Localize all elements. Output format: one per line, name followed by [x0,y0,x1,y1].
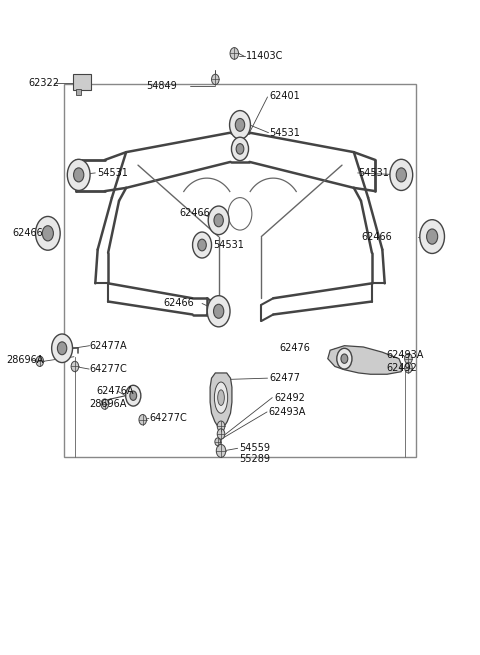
Circle shape [36,356,44,366]
Circle shape [73,168,84,182]
Polygon shape [210,373,232,428]
Circle shape [130,391,137,400]
Text: 54531: 54531 [213,240,244,250]
FancyBboxPatch shape [73,74,91,90]
Text: 62322: 62322 [29,79,60,88]
Circle shape [208,206,229,234]
Circle shape [235,119,245,131]
Circle shape [198,239,206,251]
Circle shape [58,342,67,355]
Circle shape [341,354,348,364]
Text: 62401: 62401 [269,91,300,102]
Circle shape [42,226,53,241]
Circle shape [405,354,412,364]
Ellipse shape [215,382,228,413]
Text: 54559: 54559 [239,443,270,453]
Circle shape [71,362,79,371]
Text: 64277C: 64277C [149,413,187,423]
Text: 62476: 62476 [279,343,310,353]
Text: 62493A: 62493A [268,407,306,417]
Circle shape [126,385,141,406]
Circle shape [212,74,219,84]
Bar [76,88,81,95]
Circle shape [217,421,225,432]
Circle shape [337,348,352,369]
Circle shape [229,111,251,139]
Text: 62466: 62466 [163,299,194,309]
Circle shape [36,216,60,250]
Text: 62466: 62466 [361,232,392,242]
Circle shape [207,295,230,327]
Circle shape [67,159,90,191]
Text: 62476A: 62476A [96,386,134,396]
Bar [64,84,416,457]
Text: 11403C: 11403C [246,51,284,61]
Circle shape [396,168,407,182]
Text: 64277C: 64277C [89,364,127,374]
Text: 54531: 54531 [269,128,300,138]
Text: 28696A: 28696A [89,399,127,409]
Text: 62492: 62492 [386,363,417,373]
Circle shape [215,438,220,445]
Circle shape [236,143,244,154]
Text: 54531: 54531 [359,168,389,178]
Text: 62466: 62466 [180,208,211,217]
Circle shape [216,444,226,457]
Text: 62466: 62466 [12,229,43,238]
Text: 62493A: 62493A [386,350,423,360]
Circle shape [420,219,444,253]
Text: 28696A: 28696A [7,355,44,365]
Text: 62492: 62492 [274,392,305,403]
Circle shape [214,214,223,227]
Circle shape [427,229,438,244]
Text: 54531: 54531 [96,168,128,178]
Circle shape [405,363,412,373]
Text: 62477A: 62477A [90,341,127,350]
Circle shape [101,399,108,409]
Circle shape [139,415,146,425]
Text: 54849: 54849 [146,81,177,91]
Text: 55289: 55289 [239,454,270,464]
Circle shape [390,159,413,191]
Circle shape [214,305,224,318]
Text: 62477: 62477 [269,373,300,383]
Circle shape [52,334,72,363]
Polygon shape [328,346,401,374]
Ellipse shape [218,390,224,405]
Circle shape [231,137,249,160]
Circle shape [230,48,239,60]
Circle shape [192,232,212,258]
Circle shape [217,429,225,440]
